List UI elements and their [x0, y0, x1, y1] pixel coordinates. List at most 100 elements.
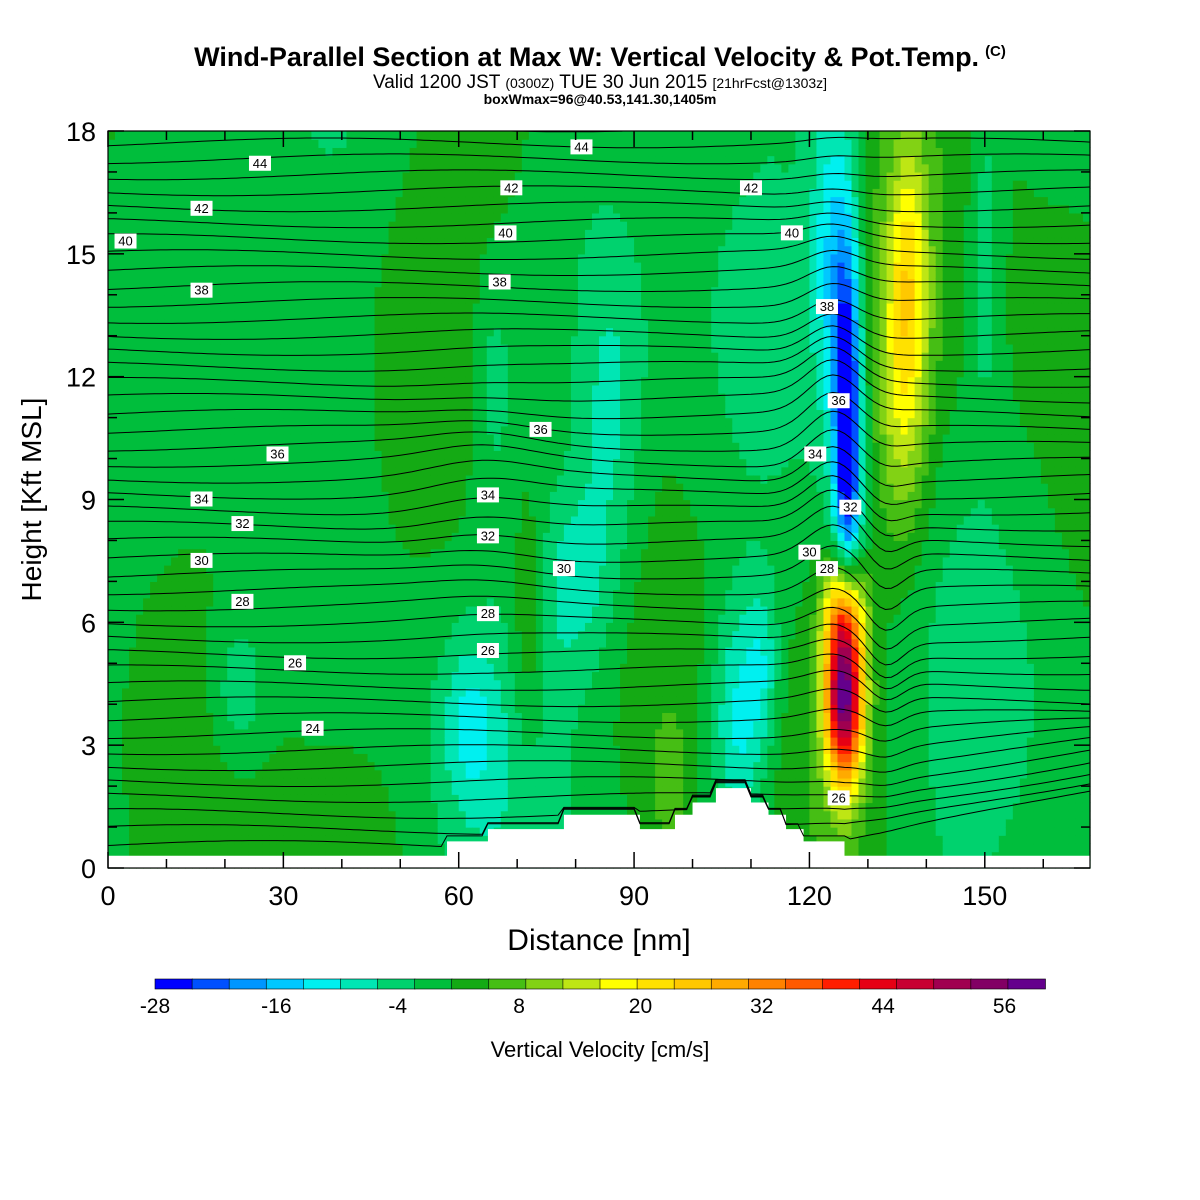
velocity-cell — [143, 614, 151, 623]
velocity-cell — [234, 786, 242, 795]
velocity-cell — [122, 753, 130, 763]
velocity-cell — [276, 556, 284, 566]
velocity-cell — [199, 442, 207, 451]
velocity-cell — [136, 704, 144, 714]
velocity-cell — [227, 237, 235, 247]
velocity-cell — [213, 384, 221, 394]
velocity-cell — [472, 540, 481, 550]
velocity-cell — [437, 360, 446, 370]
velocity-cell — [115, 171, 123, 181]
velocity-cell — [283, 327, 291, 337]
velocity-cell — [367, 655, 376, 664]
velocity-cell — [346, 278, 355, 288]
velocity-cell — [150, 335, 158, 345]
velocity-cell — [472, 622, 481, 632]
velocity-cell — [486, 466, 495, 476]
velocity-cell — [486, 630, 495, 640]
velocity-cell — [220, 335, 228, 345]
velocity-cell — [262, 286, 270, 296]
velocity-cell — [367, 704, 376, 714]
velocity-cell — [255, 761, 263, 771]
velocity-cell — [311, 360, 320, 370]
velocity-cell — [402, 253, 411, 263]
velocity-cell — [122, 663, 130, 673]
velocity-cell — [423, 343, 432, 353]
velocity-cell — [136, 376, 144, 386]
velocity-cell — [472, 278, 481, 288]
velocity-cell — [430, 597, 439, 607]
velocity-cell — [451, 687, 460, 697]
velocity-cell — [297, 818, 305, 828]
velocity-cell — [150, 204, 158, 214]
velocity-cell — [248, 769, 256, 779]
velocity-cell — [493, 769, 502, 779]
velocity-cell — [381, 270, 390, 279]
velocity-cell — [122, 417, 130, 427]
velocity-cell — [234, 769, 242, 779]
velocity-cell — [283, 540, 291, 550]
velocity-cell — [262, 450, 270, 460]
velocity-cell — [297, 622, 305, 632]
velocity-cell — [388, 466, 397, 476]
velocity-cell — [276, 180, 284, 189]
velocity-cell — [402, 687, 411, 697]
velocity-cell — [416, 442, 425, 451]
velocity-cell — [346, 818, 355, 828]
velocity-cell — [192, 360, 200, 370]
velocity-cell — [311, 630, 320, 640]
velocity-cell — [283, 786, 291, 795]
velocity-cell — [367, 810, 376, 820]
velocity-cell — [206, 360, 214, 370]
velocity-cell — [479, 556, 488, 566]
velocity-cell — [423, 794, 432, 804]
velocity-cell — [416, 712, 425, 722]
velocity-cell — [353, 180, 362, 189]
velocity-cell — [290, 622, 298, 632]
velocity-cell — [430, 360, 439, 370]
velocity-cell — [164, 786, 172, 795]
velocity-cell — [423, 540, 432, 550]
velocity-cell — [367, 188, 376, 198]
velocity-cell — [248, 614, 256, 623]
velocity-cell — [241, 450, 249, 460]
velocity-cell — [458, 450, 467, 460]
velocity-cell — [213, 597, 221, 607]
velocity-cell — [108, 171, 116, 181]
velocity-cell — [437, 180, 446, 189]
velocity-cell — [430, 720, 439, 730]
velocity-cell — [108, 212, 116, 222]
velocity-cell — [129, 131, 137, 140]
velocity-cell — [395, 663, 404, 673]
velocity-cell — [367, 433, 376, 443]
velocity-cell — [108, 335, 116, 345]
velocity-cell — [171, 810, 179, 820]
velocity-cell — [430, 679, 439, 689]
velocity-cell — [276, 319, 284, 329]
velocity-cell — [444, 794, 453, 804]
velocity-cell — [332, 384, 341, 394]
velocity-cell — [248, 565, 256, 574]
velocity-cell — [486, 810, 495, 820]
velocity-cell — [241, 630, 249, 640]
velocity-cell — [472, 147, 481, 157]
velocity-cell — [227, 786, 235, 795]
velocity-cell — [129, 687, 137, 697]
velocity-cell — [339, 843, 348, 853]
velocity-cell — [437, 794, 446, 804]
velocity-cell — [122, 204, 130, 214]
velocity-cell — [283, 630, 291, 640]
velocity-cell — [297, 843, 305, 853]
velocity-cell — [220, 180, 228, 189]
velocity-cell — [423, 188, 432, 198]
velocity-cell — [353, 425, 362, 435]
velocity-cell — [409, 704, 418, 714]
velocity-cell — [136, 761, 144, 771]
velocity-cell — [115, 614, 123, 623]
velocity-cell — [416, 368, 425, 378]
velocity-cell — [255, 458, 263, 468]
velocity-cell — [227, 753, 235, 763]
velocity-cell — [353, 163, 362, 173]
velocity-cell — [409, 556, 418, 566]
velocity-cell — [164, 663, 172, 673]
velocity-cell — [374, 237, 383, 247]
